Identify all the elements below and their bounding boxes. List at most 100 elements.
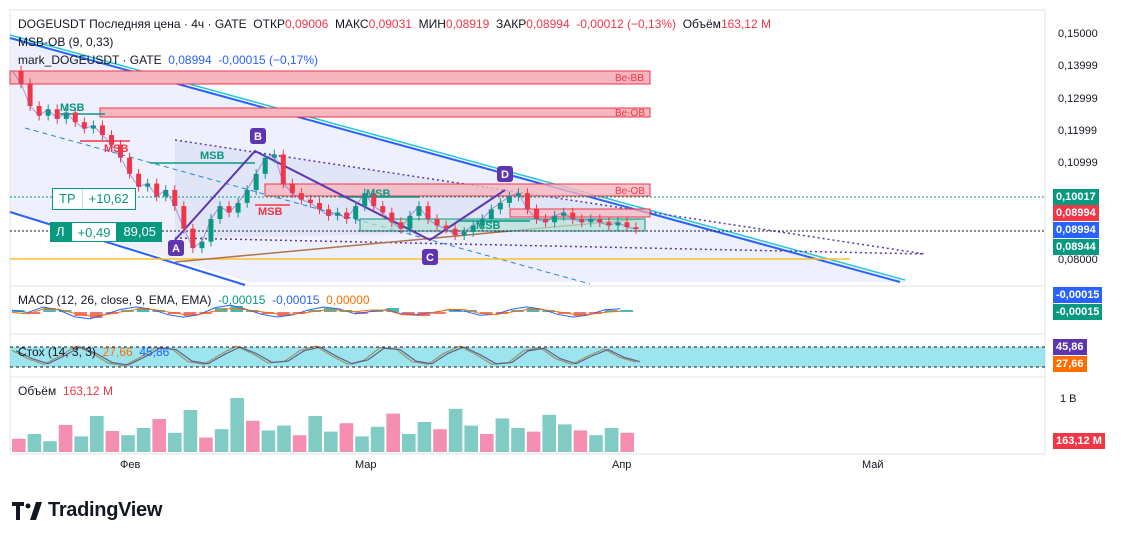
stoch-band (10, 347, 1045, 367)
candle-body (497, 202, 503, 210)
macd-tag-bottom: -0,00015 (1053, 304, 1103, 320)
msb-ob-legend[interactable]: MSB-OB (9, 0,33) (18, 35, 113, 49)
candle-body (154, 183, 160, 197)
sl-label: Л (50, 222, 71, 242)
tp-value: +10,62 (81, 189, 135, 209)
macd-bar (402, 312, 415, 314)
candle-body (298, 193, 304, 200)
candle-body (344, 212, 350, 220)
ob-be-ob-1 (99, 107, 651, 118)
macd-bar (480, 312, 493, 314)
candle-body (208, 219, 214, 242)
take-profit-box[interactable]: TP +10,62 (52, 188, 136, 210)
point-a-marker: A (168, 240, 184, 256)
candle-body (163, 189, 169, 197)
macd-tag-top: -0,00015 (1053, 287, 1103, 303)
volume-bar (12, 438, 26, 452)
candle-body (90, 125, 96, 129)
candle-body (326, 209, 332, 216)
mark-label: mark_DOGEUSDT · GATE (18, 53, 162, 67)
dashed-trend (24, 127, 591, 285)
position-box[interactable]: Л +0,49 89,05 (50, 222, 162, 242)
volume-bar (214, 429, 229, 452)
open-value: 0,09006 (284, 17, 329, 31)
volume-bar (199, 437, 213, 452)
y-tick-label: 0,10999 (1058, 157, 1098, 170)
vol-value: 163,12 M (62, 384, 113, 398)
candle-body (172, 189, 178, 207)
macd-v1: -0,00015 (218, 293, 266, 307)
volume-bar (604, 428, 619, 452)
point-c-label: C (426, 252, 434, 264)
volume-bar (277, 425, 291, 452)
ob-be-ob-2 (264, 183, 651, 197)
volume-bar (464, 425, 478, 452)
pane-frame (9, 9, 1046, 455)
signal-line (11, 308, 621, 317)
sl-value: +0,49 (70, 222, 118, 242)
tradingview-logo[interactable]: TradingView (12, 499, 162, 522)
stoch-d-line (15, 346, 641, 366)
candle-body (362, 193, 368, 207)
pattern-upper-dotted (174, 139, 926, 255)
sl-qty: 89,05 (117, 222, 162, 242)
volume-bar (448, 408, 463, 452)
volume-bar (58, 425, 73, 452)
stoch-d: 45,86 (139, 345, 170, 359)
volume-bar (370, 426, 385, 452)
mark-legend[interactable]: mark_DOGEUSDT · GATE 0,08994 -0,00015 (−… (18, 53, 318, 67)
brand-name: TradingView (48, 499, 163, 521)
stoch-label: Стох (14, 3, 3) (18, 345, 96, 359)
candle-body (36, 106, 42, 116)
candle-body (253, 173, 259, 190)
macd-bar (604, 310, 618, 312)
msb-ob-label: MSB-OB (9, 0,33) (18, 35, 114, 49)
stoch-legend[interactable]: Стох (14, 3, 3) 27,66 45,86 (18, 345, 169, 359)
y-tick-label: 0,12999 (1058, 92, 1098, 105)
msb-label-5: MSB (366, 188, 391, 200)
candle-body (389, 212, 395, 223)
volume-bar (43, 441, 57, 452)
macd-line (11, 304, 621, 320)
candle-body (416, 206, 422, 216)
close-label: ЗАКР (495, 17, 527, 31)
macd-bar (386, 308, 399, 312)
macd-bar (620, 310, 633, 312)
candle-body (190, 228, 196, 249)
candle-body (27, 83, 33, 107)
candle-body (181, 206, 187, 229)
mark-change: -0,00015 (−0,17%) (218, 53, 319, 67)
vol-label: Объём (18, 384, 57, 398)
macd-bar (448, 310, 462, 312)
candle-body (45, 109, 51, 116)
close-value: 0,08994 (526, 17, 570, 31)
volume-bar (558, 424, 572, 452)
macd-v3: 0,00000 (326, 293, 370, 307)
volume-bar (27, 434, 42, 452)
candle-body (99, 125, 105, 136)
point-b-label: B (254, 131, 262, 143)
candle-body (280, 154, 286, 184)
macd-bar (136, 308, 150, 312)
macd-v2: -0,00015 (272, 293, 320, 307)
candle-body (217, 206, 223, 220)
macd-legend[interactable]: MACD (12, 26, close, 9, EMA, EMA) -0,000… (18, 293, 370, 307)
candle-body (63, 112, 69, 119)
symbol-legend[interactable]: DOGEUSDT Последняя цена · 4ч · GATE ОТКР… (18, 17, 771, 31)
candle-body (371, 193, 377, 207)
change-value: -0,00012 (−0,13%) (576, 17, 677, 31)
volume-bar (355, 436, 369, 452)
volume-bar (308, 416, 322, 452)
volume-bar (261, 430, 276, 452)
volume-bar (433, 429, 447, 452)
channel-lower-line (9, 211, 246, 286)
candle-body (588, 219, 594, 223)
volume-legend[interactable]: Объём 163,12 M (18, 384, 113, 398)
volume-bar (183, 410, 198, 452)
candle-body (470, 225, 476, 232)
low-label: МИН (418, 17, 446, 31)
candle-body (543, 219, 549, 223)
interval: 4ч (191, 17, 205, 31)
